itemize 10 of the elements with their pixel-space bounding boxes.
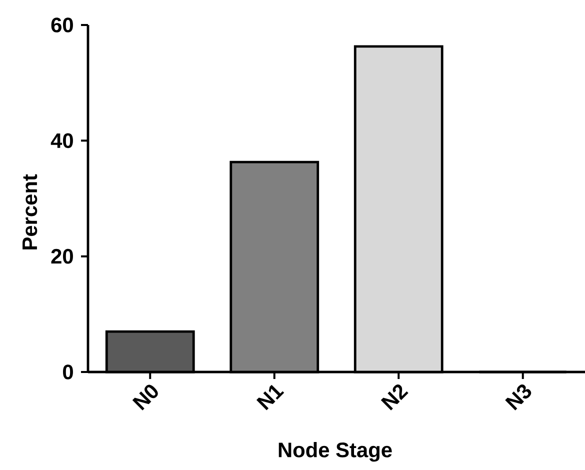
x-axis-title: Node Stage (278, 442, 392, 462)
y-axis-title: Percent (22, 174, 38, 250)
x-tick-label: N1 (256, 384, 284, 410)
x-tick-label: N2 (380, 384, 408, 410)
x-tick-label: N0 (132, 384, 158, 410)
y-tick-label: 0 (63, 364, 73, 380)
y-tick-label: 40 (50, 133, 73, 148)
x-tick-label: N3 (505, 384, 532, 410)
y-tick-label: 20 (51, 248, 73, 264)
y-tick-label: 60 (51, 18, 73, 32)
